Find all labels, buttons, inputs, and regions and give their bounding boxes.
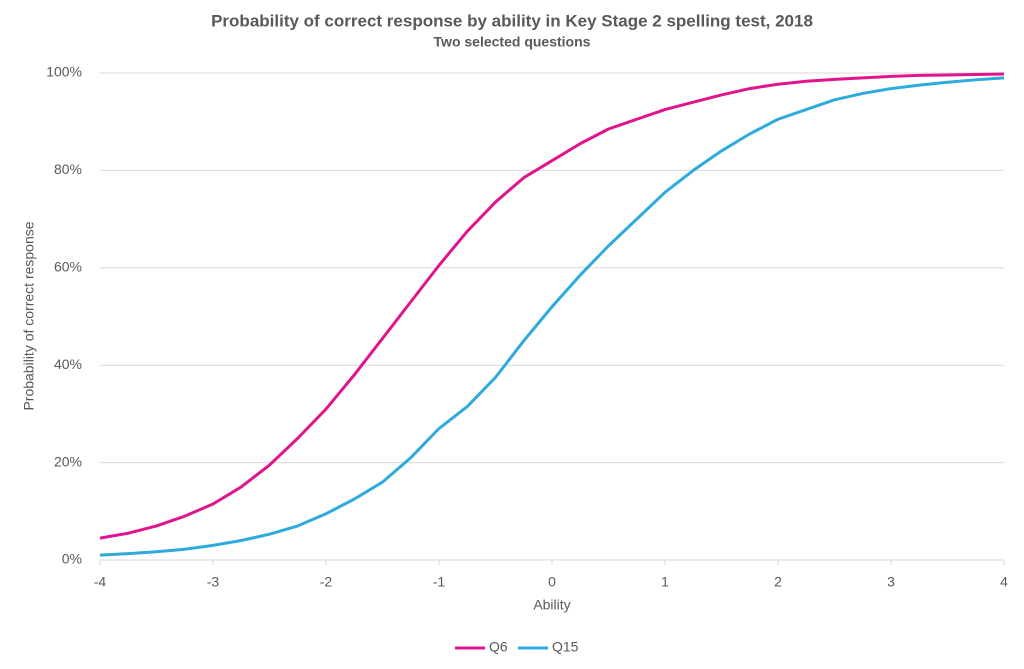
y-axis-label: Probability of correct response: [21, 221, 37, 410]
legend-label: Q15: [552, 639, 579, 655]
x-tick-label: 2: [774, 574, 782, 590]
chart-subtitle: Two selected questions: [434, 34, 591, 50]
x-tick-label: 0: [548, 574, 556, 590]
x-axis-label: Ability: [533, 597, 570, 613]
x-tick-label: 4: [1000, 574, 1008, 590]
line-series: [99, 76, 1005, 557]
y-tick-label: 40%: [54, 356, 82, 372]
legend-label: Q6: [489, 639, 508, 655]
x-tick-label: -2: [320, 574, 333, 590]
x-tick-label: 3: [887, 574, 895, 590]
x-tick-label: 1: [661, 574, 669, 590]
y-tick-label: 100%: [46, 64, 82, 80]
y-tick-label: 80%: [54, 161, 82, 177]
y-tick-label: 20%: [54, 453, 82, 469]
x-tick-label: -4: [94, 574, 107, 590]
x-tick-label: -3: [207, 574, 220, 590]
y-tick-label: 0%: [62, 551, 82, 567]
x-tick-label: -1: [433, 574, 446, 590]
line-series: [99, 72, 1005, 540]
chart-title: Probability of correct response by abili…: [211, 11, 813, 30]
y-tick-label: 60%: [54, 259, 82, 275]
